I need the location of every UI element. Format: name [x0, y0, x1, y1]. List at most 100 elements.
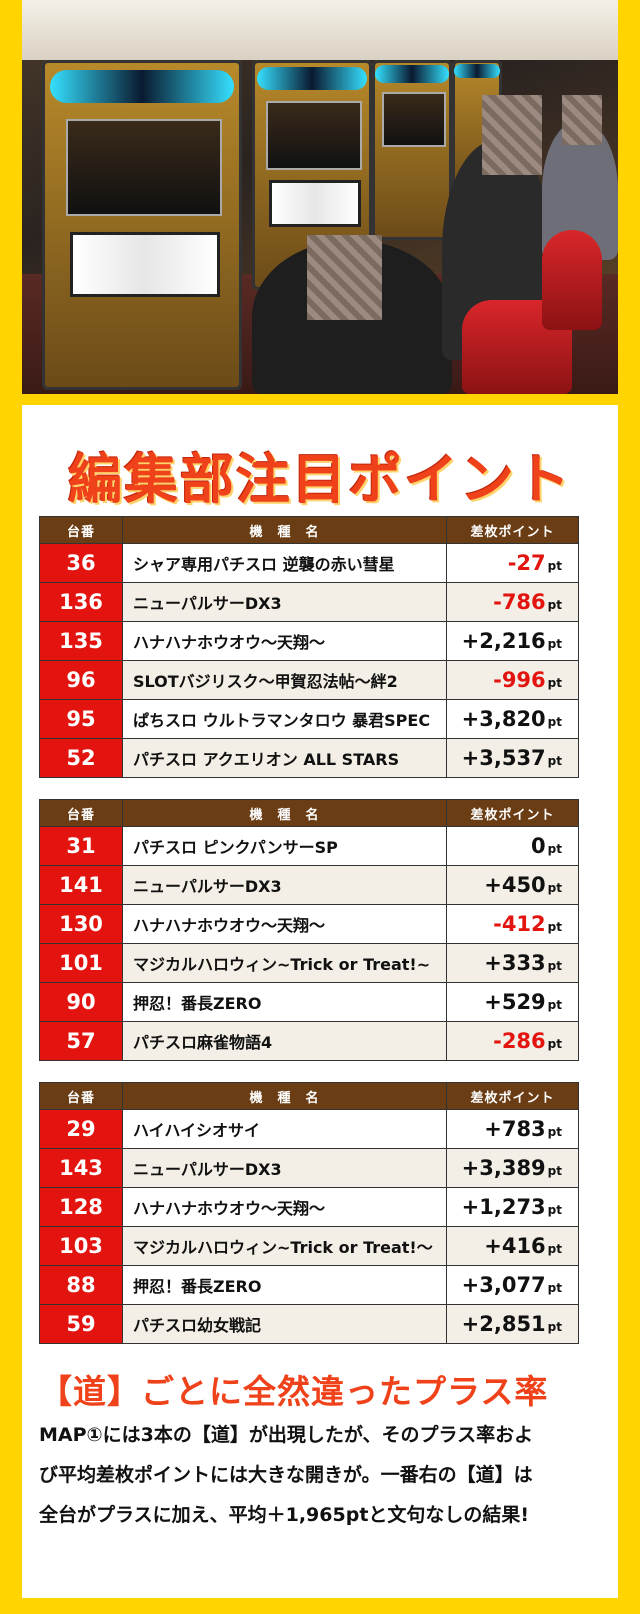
points-unit: pt	[547, 1125, 562, 1139]
machine-screen	[66, 119, 222, 216]
points-cell: +2,216 pt	[446, 621, 579, 661]
table-row: 96 SLOTバジリスク～甲賀忍法帖～絆2 -996 pt	[39, 660, 579, 700]
body-line: MAP①には3本の【道】が出現したが、そのプラス率およ	[39, 1424, 534, 1446]
points-value: +3,820	[461, 707, 546, 731]
machine-number: 128	[39, 1187, 123, 1227]
machine-model: 押忍！番長ZERO	[122, 982, 447, 1022]
points-cell: +450 pt	[446, 865, 579, 905]
points-table-2: 台番 機 種 名 差枚ポイント 31 パチスロ ピンクパンサーSP 0 pt 141 ニュ…	[39, 799, 579, 1061]
table-row: 128 ハナハナホウオウ～天翔～ +1,273 pt	[39, 1187, 579, 1227]
points-unit: pt	[547, 1281, 562, 1295]
table-row: 52 パチスロ アクエリオン ALL STARS +3,537 pt	[39, 738, 579, 778]
points-value: -286	[493, 1029, 546, 1053]
chair	[542, 230, 602, 330]
subheadline: 【道】ごとに全然違ったプラス率	[39, 1372, 549, 1411]
machine-number: 31	[39, 826, 123, 866]
points-table-1: 台番 機 種 名 差枚ポイント 36 シャア専用パチスロ 逆襲の赤い彗星 -27 pt…	[39, 516, 579, 778]
header-model: 機 種 名	[122, 516, 447, 544]
points-unit: pt	[547, 881, 562, 895]
machine-screen	[381, 92, 447, 147]
header-points: 差枚ポイント	[446, 516, 579, 544]
points-cell: +3,537 pt	[446, 738, 579, 778]
machine-number: 90	[39, 982, 123, 1022]
machine-reels	[70, 231, 220, 297]
header-no: 台番	[39, 799, 123, 827]
machine-model: パチスロ アクエリオン ALL STARS	[122, 738, 447, 778]
machine-model: ニューパルサーDX3	[122, 1148, 447, 1188]
points-cell: -786 pt	[446, 582, 579, 622]
machine-model: パチスロ ピンクパンサーSP	[122, 826, 447, 866]
machine-model: パチスロ麻雀物語4	[122, 1021, 447, 1061]
machine-neon	[375, 65, 449, 84]
machine-model: ハイハイシオサイ	[122, 1109, 447, 1149]
points-value: +416	[484, 1234, 546, 1258]
points-cell: 0 pt	[446, 826, 579, 866]
points-unit: pt	[547, 1320, 562, 1334]
machine-reels	[268, 179, 362, 227]
points-value: -412	[493, 912, 546, 936]
machine-model: SLOTバジリスク～甲賀忍法帖～絆2	[122, 660, 447, 700]
table-row: 36 シャア専用パチスロ 逆襲の赤い彗星 -27 pt	[39, 543, 579, 583]
header-no: 台番	[39, 1082, 123, 1110]
points-cell: +2,851 pt	[446, 1304, 579, 1344]
pixelated-face	[307, 235, 382, 320]
table-row: 59 パチスロ幼女戦記 +2,851 pt	[39, 1304, 579, 1344]
table-row: 135 ハナハナホウオウ～天翔～ +2,216 pt	[39, 621, 579, 661]
slot-machine	[372, 60, 452, 240]
points-cell: +3,077 pt	[446, 1265, 579, 1305]
machine-number: 130	[39, 904, 123, 944]
header-points: 差枚ポイント	[446, 1082, 579, 1110]
points-cell: +783 pt	[446, 1109, 579, 1149]
machine-number: 95	[39, 699, 123, 739]
points-cell: +3,820 pt	[446, 699, 579, 739]
machine-number: 103	[39, 1226, 123, 1266]
machine-model: ニューパルサーDX3	[122, 865, 447, 905]
machine-number: 59	[39, 1304, 123, 1344]
points-unit: pt	[547, 959, 562, 973]
table-row: 31 パチスロ ピンクパンサーSP 0 pt	[39, 826, 579, 866]
machine-number: 135	[39, 621, 123, 661]
points-unit: pt	[547, 754, 562, 768]
points-unit: pt	[547, 1203, 562, 1217]
table-row: 130 ハナハナホウオウ～天翔～ -412 pt	[39, 904, 579, 944]
header-points: 差枚ポイント	[446, 799, 579, 827]
machine-neon	[454, 64, 500, 79]
machine-model: パチスロ幼女戦記	[122, 1304, 447, 1344]
slot-machine	[252, 60, 372, 290]
table-row: 141 ニューパルサーDX3 +450 pt	[39, 865, 579, 905]
slot-machine	[42, 60, 242, 390]
points-cell: -286 pt	[446, 1021, 579, 1061]
machine-number: 52	[39, 738, 123, 778]
machine-number: 57	[39, 1021, 123, 1061]
machine-model: マジカルハロウィン~Trick or Treat!～	[122, 1226, 447, 1266]
body-line: 全台がプラスに加え、平均＋1,965ptと文句なしの結果!	[39, 1504, 530, 1526]
points-cell: +529 pt	[446, 982, 579, 1022]
machine-number: 29	[39, 1109, 123, 1149]
machine-number: 101	[39, 943, 123, 983]
points-cell: +333 pt	[446, 943, 579, 983]
pixelated-face	[482, 95, 542, 175]
machine-screen	[266, 101, 362, 170]
points-value: +3,389	[461, 1156, 546, 1180]
machine-model: マジカルハロウィン~Trick or Treat!~	[122, 943, 447, 983]
machine-model: ハナハナホウオウ～天翔～	[122, 621, 447, 661]
points-value: +2,851	[461, 1312, 546, 1336]
table-row: 103 マジカルハロウィン~Trick or Treat!～ +416 pt	[39, 1226, 579, 1266]
points-value: +3,077	[461, 1273, 546, 1297]
points-value: -27	[507, 551, 546, 575]
points-unit: pt	[547, 1037, 562, 1051]
table-row: 29 ハイハイシオサイ +783 pt	[39, 1109, 579, 1149]
header-model: 機 種 名	[122, 799, 447, 827]
points-value: +2,216	[461, 629, 546, 653]
points-unit: pt	[547, 637, 562, 651]
machine-model: ハナハナホウオウ～天翔～	[122, 1187, 447, 1227]
machine-model: ニューパルサーDX3	[122, 582, 447, 622]
machine-number: 141	[39, 865, 123, 905]
points-value: +3,537	[461, 746, 546, 770]
points-value: +450	[484, 873, 546, 897]
table-row: 90 押忍！番長ZERO +529 pt	[39, 982, 579, 1022]
points-cell: -412 pt	[446, 904, 579, 944]
machine-model: ぱちスロ ウルトラマンタロウ 暴君SPEC	[122, 699, 447, 739]
table-row: 101 マジカルハロウィン~Trick or Treat!~ +333 pt	[39, 943, 579, 983]
points-cell: +3,389 pt	[446, 1148, 579, 1188]
